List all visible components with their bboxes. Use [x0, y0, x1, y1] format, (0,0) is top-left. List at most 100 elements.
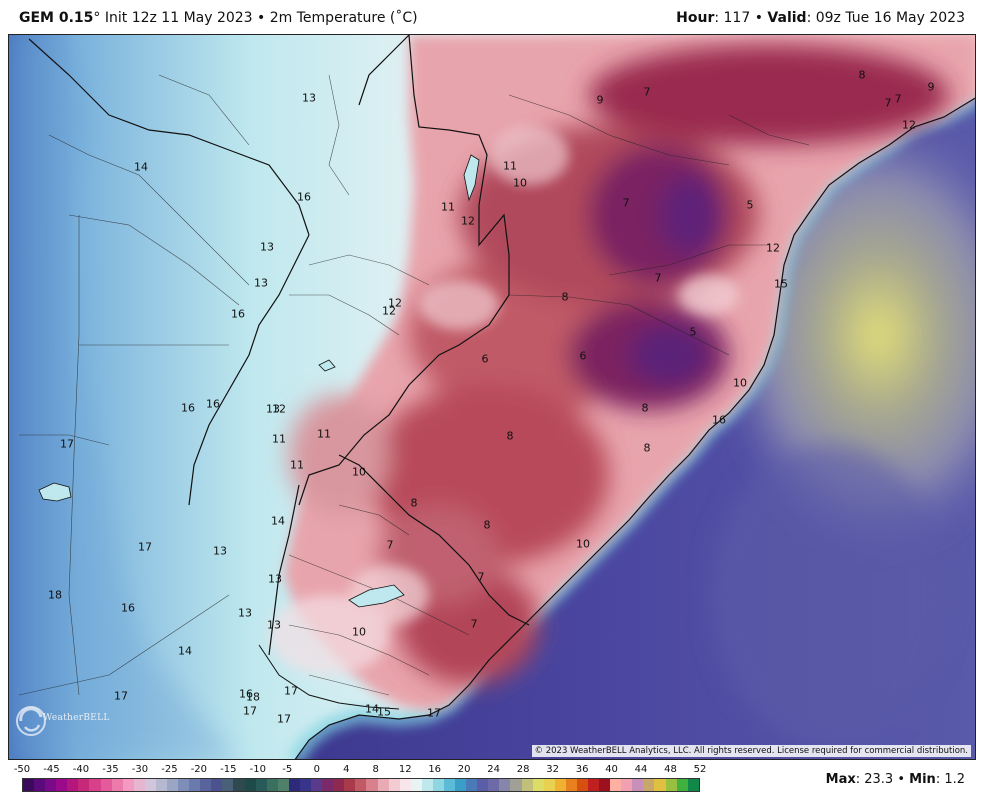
colorbar-segment [477, 779, 489, 791]
temperature-value-label: 7 [477, 570, 485, 584]
colorbar-tick-label: 12 [398, 764, 412, 775]
temperature-value-label: 16 [206, 397, 220, 411]
temperature-value-label: 10 [513, 176, 527, 190]
valid-label: Valid [767, 10, 807, 26]
colorbar-segment [455, 779, 467, 791]
colorbar-segment [178, 779, 190, 791]
temperature-value-label: 11 [290, 458, 304, 472]
temperature-value-label: 16 [297, 190, 311, 204]
temperature-value-label: 8 [410, 496, 418, 510]
colorbar-segment [133, 779, 145, 791]
colorbar-segment [665, 779, 677, 791]
colorbar-segment [377, 779, 389, 791]
temperature-value-label: 12 [272, 402, 286, 416]
temperature-value-label: 5 [689, 325, 697, 339]
temperature-value-label: 7 [643, 85, 651, 99]
temperature-value-label: 12 [388, 296, 402, 310]
colorbar-segment [344, 779, 356, 791]
temperature-value-label: 16 [181, 401, 195, 415]
temperature-value-label: 16 [121, 601, 135, 615]
temperature-value-label: 7 [884, 96, 892, 110]
temperature-value-label: 6 [579, 349, 587, 363]
temperature-value-label: 11 [317, 427, 331, 441]
colorbar-segment [222, 779, 234, 791]
colorbar-tick-label: 36 [575, 764, 589, 775]
temperature-value-label: 12 [766, 241, 780, 255]
temperature-value-label: 17 [138, 540, 152, 554]
max-value: : 23.3 [855, 772, 894, 787]
temperature-value-label: 13 [238, 606, 252, 620]
colorbar-segment [576, 779, 588, 791]
colorbar-tick-label: 44 [634, 764, 648, 775]
colorbar-segment [299, 779, 312, 791]
copyright-notice: © 2023 WeatherBELL Analytics, LLC. All r… [531, 745, 971, 757]
colorbar-segment [45, 779, 57, 791]
colorbar-tick-label: 4 [343, 764, 350, 775]
colorbar-tick-label: 28 [516, 764, 530, 775]
temperature-value-label: 11 [503, 159, 517, 173]
temperature-value-label: 15 [774, 277, 788, 291]
colorbar-segment [78, 779, 90, 791]
colorbar-segment [632, 779, 644, 791]
colorbar-tick-label: -50 [13, 764, 31, 775]
colorbar-tick-label: 52 [693, 764, 707, 775]
temperature-value-label: 16 [712, 413, 726, 427]
temperature-value-label: 13 [254, 276, 268, 290]
temperature-value-label: 10 [733, 376, 747, 390]
colorbar-tick-label: 40 [605, 764, 618, 775]
colorbar-segment [488, 779, 500, 791]
colorbar-tick-label: 20 [457, 764, 471, 775]
colorbar-segment [565, 779, 577, 791]
temperature-value-label: 12 [461, 214, 475, 228]
temperature-value-label: 8 [561, 290, 569, 304]
temperature-value-label: 17 [427, 706, 441, 720]
colorbar-segment [654, 779, 666, 791]
colorbar-segment [189, 779, 201, 791]
temperature-value-label: 14 [271, 514, 285, 528]
temperature-value-label: 17 [60, 437, 74, 451]
temperature-value-label: 18 [48, 588, 62, 602]
colorbar-segment [687, 779, 699, 791]
info-separator: • [750, 10, 768, 26]
colorbar-segment [244, 779, 256, 791]
temperature-value-label: 16 [231, 307, 245, 321]
colorbar-segment [643, 779, 655, 791]
temperature-value-label: 9 [927, 80, 935, 94]
temperature-value-label: 8 [643, 441, 651, 455]
colorbar-tick-label: 0 [313, 764, 320, 775]
temperature-value-label: 18 [246, 690, 260, 704]
hour-label: Hour [676, 10, 715, 26]
temperature-value-label: 9 [596, 93, 604, 107]
temperature-value-label: 13 [268, 572, 282, 586]
temperature-value-label: 8 [506, 429, 514, 443]
valid-value: : 09z Tue 16 May 2023 [806, 10, 965, 26]
colorbar-segment [255, 779, 267, 791]
colorbar-segment [288, 779, 300, 791]
colorbar-segment [621, 779, 633, 791]
weatherbell-logo: WeatherBELL [13, 703, 109, 739]
colorbar-segment [211, 779, 223, 791]
temperature-value-label: 10 [576, 537, 590, 551]
temperature-value-label: 13 [266, 402, 280, 416]
temperature-value-label: 17 [114, 689, 128, 703]
temperature-value-label: 17 [277, 712, 291, 726]
logo-wordmark: WeatherBELL [43, 713, 110, 723]
temperature-value-label: 17 [243, 704, 257, 718]
min-label: Min [909, 772, 936, 787]
max-label: Max [825, 772, 856, 787]
colorbar-segment [432, 779, 444, 791]
colorbar-tick-label: -45 [43, 764, 60, 775]
colorbar-tick-label: 32 [546, 764, 559, 775]
colorbar-segment [676, 779, 688, 791]
temperature-value-label: 14 [178, 644, 192, 658]
colorbar-tick-label: -15 [220, 764, 237, 775]
colorbar-tick-label: -5 [282, 764, 293, 775]
colorbar-segment [388, 779, 400, 791]
temperature-value-label: 13 [302, 91, 316, 105]
weatherbell-swirl-icon [16, 706, 46, 736]
map-canvas [9, 35, 975, 759]
colorbar-segment [421, 779, 433, 791]
colorbar-segment [322, 779, 334, 791]
colorbar-tick-label: -10 [249, 764, 266, 775]
colorbar-segment [311, 779, 323, 791]
